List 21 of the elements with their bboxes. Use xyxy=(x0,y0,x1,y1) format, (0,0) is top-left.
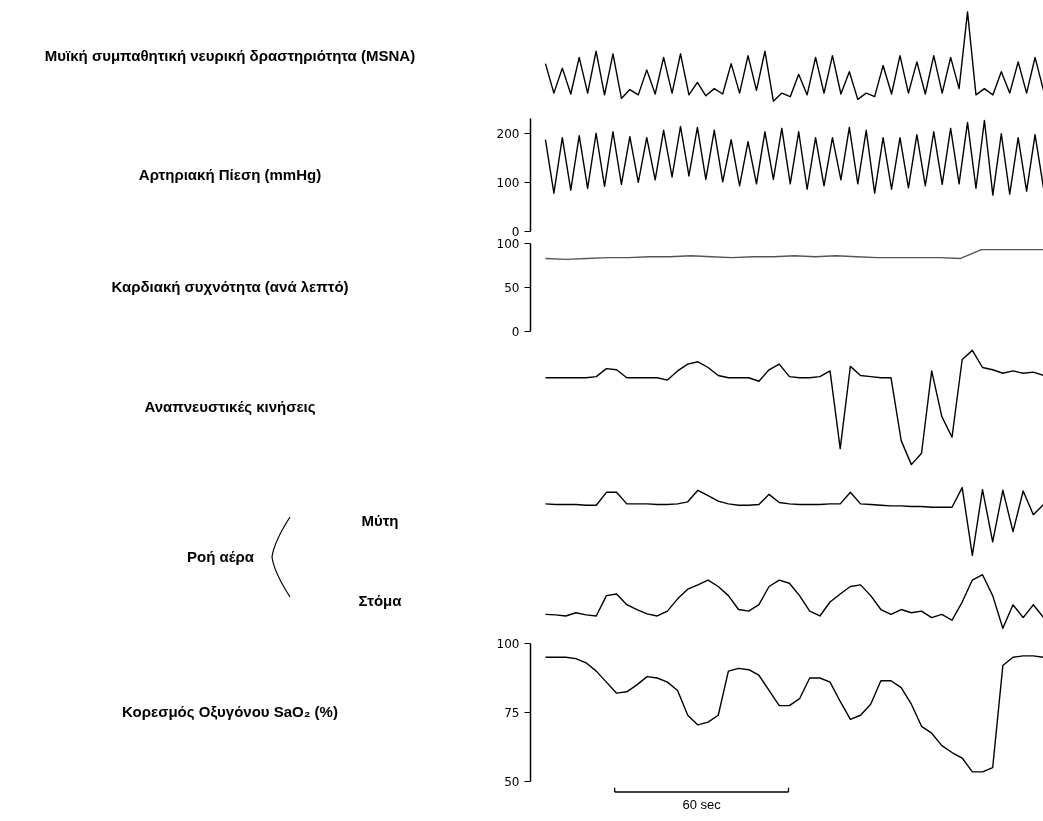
text: Ροή αέρα xyxy=(186,547,255,568)
y-axis-title: Κορεσμός Οξυγόνου SaO₂ (%) xyxy=(122,702,338,723)
line-series xyxy=(544,655,1043,773)
y-tick-label: 200 xyxy=(496,126,520,141)
y-tick-label: 100 xyxy=(496,175,520,190)
y-tick-label: 100 xyxy=(496,237,520,251)
line-series xyxy=(544,248,1043,261)
y-tick-label: 75 xyxy=(504,706,520,720)
y-tick-label: 0 xyxy=(511,325,520,339)
y-axis-title: Αναπνευστικές κινήσεις xyxy=(144,397,316,418)
y-tick-label: 0 xyxy=(511,225,520,239)
y-tick-label: 50 xyxy=(504,281,520,295)
y-axis-title: Στόμα xyxy=(358,591,402,612)
y-tick-label: 50 xyxy=(504,775,520,789)
y-axis-title: Καρδιακή συχνότητα (ανά λεπτό) xyxy=(111,277,349,298)
y-tick-label: 100 xyxy=(496,637,520,651)
y-axis-title: Μύτη xyxy=(361,511,399,532)
text: 60 sec xyxy=(682,796,722,812)
y-axis-title: Μυϊκή συμπαθητική νευρική δραστηριότητα (MSNA) xyxy=(44,46,416,67)
line-series xyxy=(544,119,1043,196)
y-axis-title: Αρτηριακή Πίεση (mmHg) xyxy=(138,164,322,185)
